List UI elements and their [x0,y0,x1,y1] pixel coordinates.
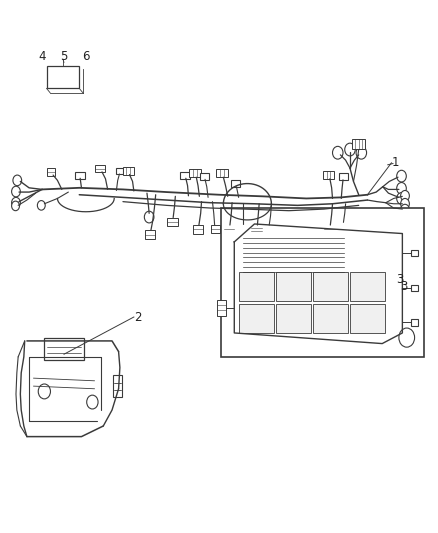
Bar [221,208,424,357]
Bar [167,217,177,226]
FancyBboxPatch shape [411,250,418,256]
Bar [193,225,203,233]
Bar [323,171,334,179]
Text: 2: 2 [134,311,142,324]
Text: 3: 3 [400,280,408,293]
Bar [224,225,234,233]
Bar [211,225,220,233]
FancyBboxPatch shape [238,224,248,231]
Bar [217,300,226,316]
Bar [145,230,155,239]
FancyBboxPatch shape [411,285,418,291]
FancyBboxPatch shape [411,319,418,326]
Circle shape [345,143,355,156]
Bar [46,66,79,88]
Circle shape [87,395,98,409]
FancyBboxPatch shape [116,167,124,174]
Text: 4: 4 [39,50,46,63]
FancyBboxPatch shape [231,180,240,187]
Circle shape [401,198,410,209]
Text: 6: 6 [82,50,90,63]
Bar [313,304,348,333]
Bar [123,167,134,175]
Bar [276,304,311,333]
FancyBboxPatch shape [200,173,208,180]
Circle shape [397,192,406,204]
Bar [239,272,274,301]
Circle shape [145,211,154,223]
Bar [352,140,365,149]
Bar [313,272,348,301]
FancyBboxPatch shape [180,172,190,179]
Bar [44,338,84,360]
FancyBboxPatch shape [338,222,347,230]
Circle shape [13,175,21,185]
Circle shape [332,147,343,159]
Bar [350,304,385,333]
FancyBboxPatch shape [75,172,85,179]
FancyBboxPatch shape [339,173,348,180]
Text: 1: 1 [392,156,399,169]
FancyBboxPatch shape [264,225,273,232]
Circle shape [12,201,19,211]
Circle shape [401,204,410,215]
Circle shape [12,186,20,197]
Circle shape [356,147,367,159]
Bar [189,169,201,177]
Text: 3: 3 [396,273,404,286]
Bar [276,272,311,301]
Circle shape [37,200,45,210]
Circle shape [12,197,20,208]
Circle shape [399,328,415,347]
Bar [350,272,385,301]
Circle shape [397,182,406,194]
Bar [113,375,122,397]
Bar [216,169,228,177]
Bar [324,225,335,233]
Bar [251,225,262,233]
Bar [46,168,55,175]
Circle shape [401,190,410,201]
Bar [239,304,274,333]
Circle shape [397,170,406,182]
Text: 5: 5 [60,50,68,63]
Bar [95,165,105,172]
Circle shape [38,384,50,399]
